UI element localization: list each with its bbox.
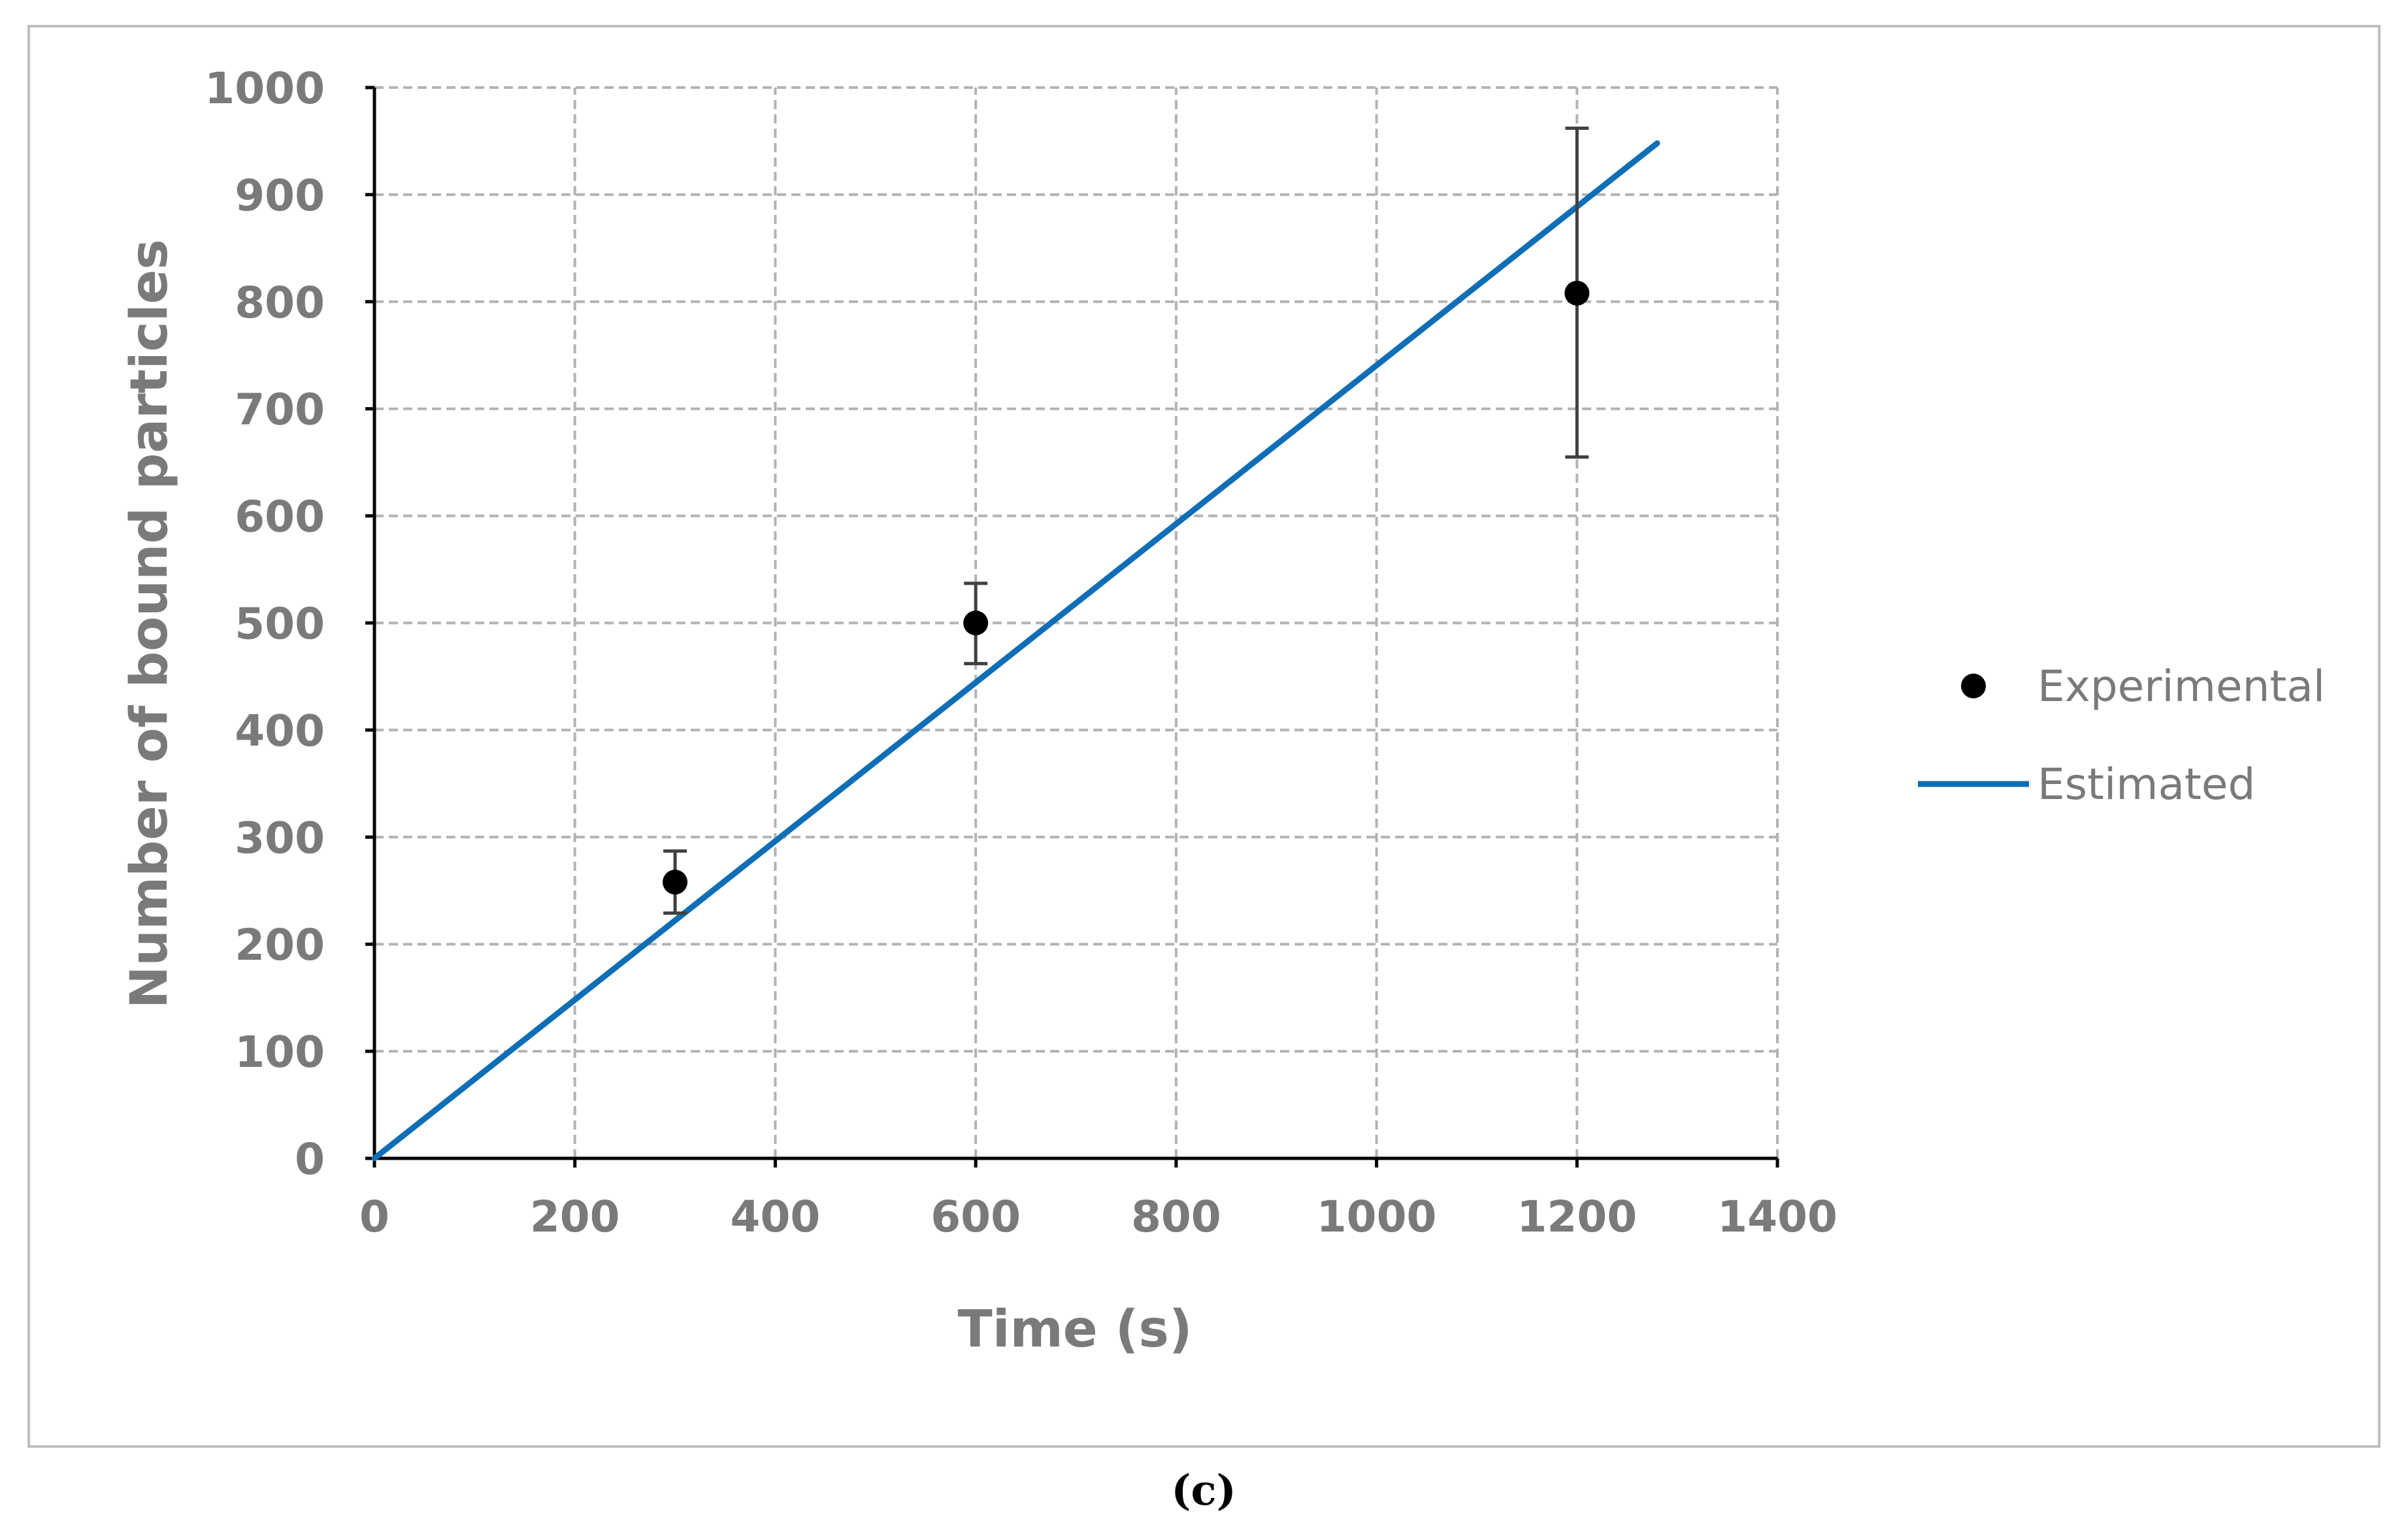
y-tick-label: 800 xyxy=(235,278,325,328)
x-tick-label: 800 xyxy=(1131,1192,1221,1242)
legend-experimental-marker xyxy=(1961,674,1986,698)
x-tick-label: 1400 xyxy=(1717,1192,1838,1242)
y-tick-labels: 0 100 200 300 400 500 600 700 800 900 1000 xyxy=(205,63,325,1184)
experimental-point-group xyxy=(663,849,688,915)
x-tick-label: 400 xyxy=(731,1192,821,1242)
experimental-point xyxy=(1564,280,1590,306)
y-tick-label: 900 xyxy=(235,171,325,221)
experimental-point-group xyxy=(963,581,989,666)
axes xyxy=(365,86,1779,1168)
y-tick-label: 600 xyxy=(235,492,325,542)
y-tick-label: 500 xyxy=(235,599,325,649)
y-tick-label: 300 xyxy=(235,813,325,863)
x-tick-label: 600 xyxy=(931,1192,1021,1242)
x-tick-label: 1000 xyxy=(1317,1192,1437,1242)
x-tick-labels: 0 200 400 600 800 1000 1200 1400 xyxy=(359,1192,1838,1242)
y-axis-title: Number of bound particles xyxy=(120,239,179,1009)
experimental-point xyxy=(663,870,688,895)
x-tick-label: 200 xyxy=(530,1192,620,1242)
estimated-line xyxy=(371,140,1660,1162)
y-tick-label: 200 xyxy=(235,920,325,970)
x-tick-label: 0 xyxy=(359,1192,389,1242)
y-tick-label: 1000 xyxy=(205,63,325,114)
y-tick-label: 400 xyxy=(235,706,325,756)
x-axis-title: Time (s) xyxy=(958,1300,1193,1359)
experimental-point xyxy=(963,610,989,636)
series-layer xyxy=(371,126,1660,1162)
figure-frame xyxy=(27,25,2381,1448)
figure-caption: (c) xyxy=(1171,1466,1236,1515)
legend-estimated-label: Estimated xyxy=(2037,759,2255,809)
experimental-point-group xyxy=(1564,126,1590,459)
legend: Experimental Estimated xyxy=(1918,661,2325,809)
y-tick-label: 700 xyxy=(235,385,325,435)
x-tick-label: 1200 xyxy=(1517,1192,1637,1242)
legend-experimental-label: Experimental xyxy=(2037,661,2325,711)
y-tick-label: 0 xyxy=(295,1134,325,1184)
y-tick-label: 100 xyxy=(235,1027,325,1077)
